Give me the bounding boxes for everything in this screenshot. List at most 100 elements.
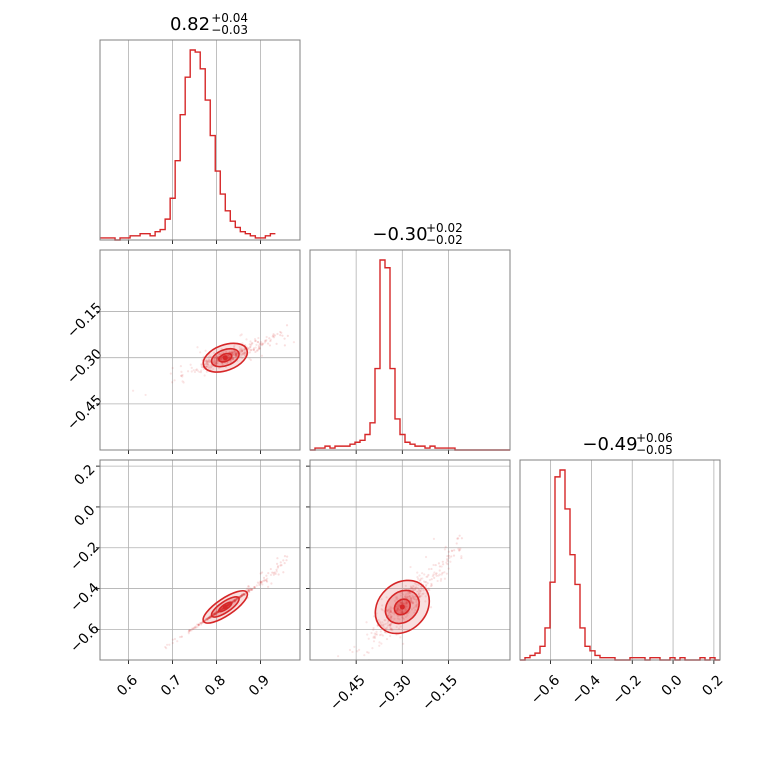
scatter-point xyxy=(243,593,247,597)
scatter-point xyxy=(281,334,284,337)
scatter-point xyxy=(410,608,414,611)
scatter-point xyxy=(208,365,211,368)
scatter-point xyxy=(247,348,250,351)
scatter-point xyxy=(213,613,216,616)
scatter-point xyxy=(205,370,208,373)
scatter-point xyxy=(400,608,403,612)
scatter-point xyxy=(409,597,412,600)
scatter-point xyxy=(258,582,261,585)
scatter-point xyxy=(247,588,250,592)
scatter-point xyxy=(231,351,235,354)
x-tick-label: 0.7 xyxy=(158,672,185,699)
scatter-point xyxy=(240,354,243,357)
scatter-point xyxy=(195,368,198,371)
scatter-point xyxy=(228,350,232,354)
scatter-point xyxy=(207,616,211,619)
scatter-point xyxy=(250,342,253,345)
scatter-point xyxy=(412,589,415,592)
scatter-point xyxy=(200,363,203,367)
scatter-point xyxy=(389,613,392,617)
scatter-point xyxy=(407,592,410,596)
scatter-point xyxy=(416,586,419,590)
scatter-point xyxy=(445,572,448,575)
scatter-point xyxy=(247,588,250,591)
scatter-point xyxy=(399,625,402,628)
scatter-point xyxy=(244,348,247,352)
scatter-point xyxy=(259,572,262,575)
scatter-point xyxy=(233,598,237,601)
scatter-point xyxy=(380,642,383,645)
scatter-point xyxy=(428,588,431,592)
scatter-point xyxy=(171,381,174,384)
scatter-point xyxy=(208,616,211,619)
scatter-point xyxy=(410,586,413,590)
scatter-point xyxy=(424,585,428,588)
scatter-point xyxy=(440,565,443,568)
scatter-point xyxy=(358,648,361,651)
scatter-point xyxy=(242,593,245,596)
scatter-point xyxy=(269,339,272,343)
scatter-point xyxy=(213,612,216,616)
scatter-point xyxy=(231,357,234,361)
scatter-point xyxy=(215,361,218,365)
scatter-point xyxy=(209,366,212,369)
histogram-panel-2: −0.49+0.06−0.05 −0.6 −0.4 −0.2 0.0 0.2 xyxy=(519,431,726,708)
contour-panel-1-2: −0.45 −0.30 −0.15 xyxy=(306,459,511,714)
scatter-point xyxy=(387,620,390,623)
scatter-point xyxy=(443,571,446,574)
scatter-point xyxy=(240,594,243,598)
scatter-point xyxy=(190,627,194,630)
scatter-point xyxy=(417,583,420,586)
scatter-point xyxy=(423,573,426,576)
x-tick-label: −0.45 xyxy=(327,672,369,714)
scatter-point xyxy=(412,595,415,598)
scatter-point xyxy=(230,351,233,354)
scatter-point xyxy=(215,356,218,359)
scatter-point xyxy=(405,600,408,604)
scatter-point xyxy=(429,606,433,609)
scatter-point xyxy=(249,349,252,352)
scatter-point xyxy=(227,604,230,607)
scatter-point xyxy=(417,587,420,591)
x-tick-label: −0.6 xyxy=(528,672,563,707)
scatter-point xyxy=(227,603,230,606)
scatter-point xyxy=(246,589,249,592)
scatter-point xyxy=(257,340,260,344)
scatter-point xyxy=(235,351,238,354)
scatter-point xyxy=(233,600,236,603)
scatter-point xyxy=(205,618,208,621)
scatter-point xyxy=(401,596,404,599)
scatter-point xyxy=(214,356,217,360)
scatter-point xyxy=(266,577,269,580)
scatter-point xyxy=(406,595,409,598)
scatter-point xyxy=(208,616,211,619)
scatter-point xyxy=(425,583,428,587)
scatter-point xyxy=(218,367,221,370)
scatter-point xyxy=(402,611,405,614)
scatter-point xyxy=(398,608,401,612)
scatter-point xyxy=(285,324,289,327)
scatter-point xyxy=(216,355,219,358)
scatter-point xyxy=(418,589,421,592)
scatter-point xyxy=(239,355,242,358)
scatter-point xyxy=(194,626,197,629)
scatter-point xyxy=(424,555,428,559)
scatter-point xyxy=(165,647,168,650)
scatter-point xyxy=(214,361,218,364)
scatter-point xyxy=(216,611,219,614)
scatter-point xyxy=(234,354,237,357)
scatter-point xyxy=(389,610,392,614)
scatter-point xyxy=(264,340,267,343)
scatter-point xyxy=(215,611,218,614)
scatter-point xyxy=(189,629,192,632)
scatter-point xyxy=(438,569,441,572)
histogram-panel-0: 0.82 +0.04−0.03 xyxy=(99,11,301,244)
scatter-point xyxy=(249,588,252,592)
scatter-point xyxy=(358,662,360,664)
scatter-point xyxy=(190,629,193,632)
scatter-point xyxy=(307,550,309,552)
scatter-point xyxy=(430,567,433,571)
x-tick-label: 0.8 xyxy=(202,672,229,699)
scatter-point xyxy=(245,338,248,341)
scatter-point xyxy=(275,570,278,573)
